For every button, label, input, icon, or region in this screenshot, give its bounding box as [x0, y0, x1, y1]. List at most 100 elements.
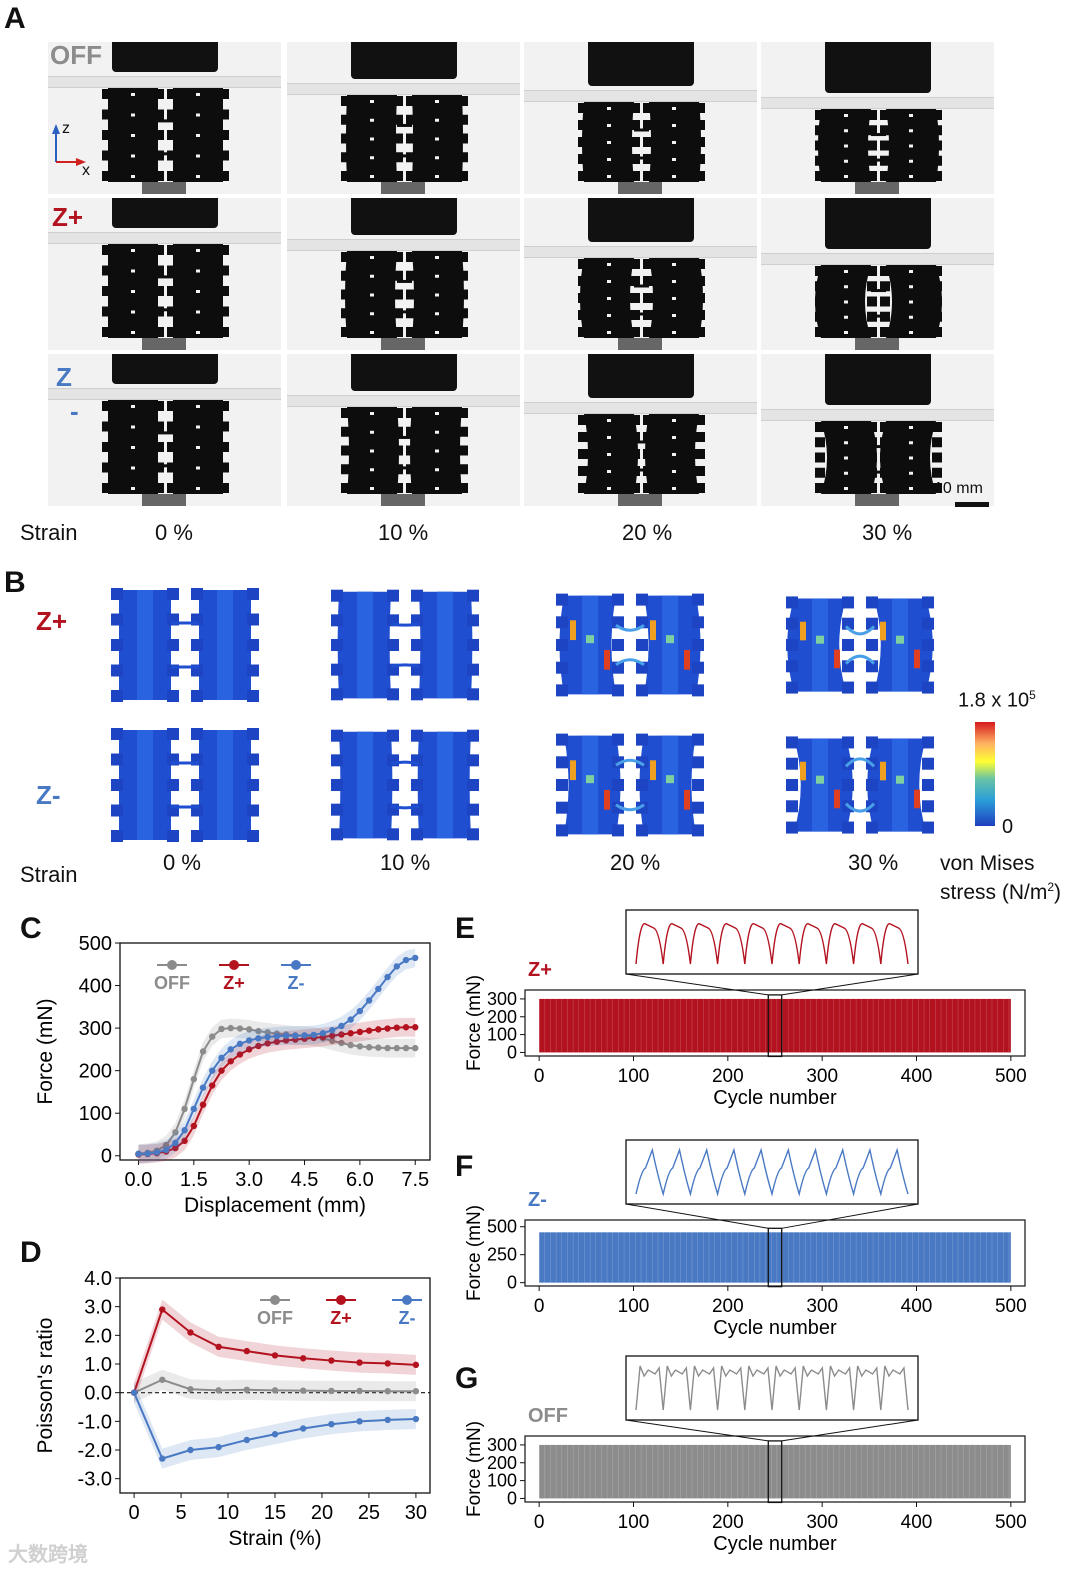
lattice-node	[406, 133, 416, 144]
fem-node	[842, 596, 854, 609]
glass-plate	[48, 232, 281, 244]
data-point	[271, 1387, 279, 1394]
glass-plate	[524, 90, 757, 102]
lattice-gap	[844, 487, 848, 490]
data-point	[255, 1027, 262, 1035]
fem-node	[411, 639, 423, 651]
lattice-node	[406, 327, 416, 337]
lattice-node	[815, 437, 825, 448]
glass-plate	[761, 97, 994, 109]
fem-node	[786, 821, 798, 834]
legend-marker	[291, 960, 301, 970]
lattice-node	[154, 130, 164, 140]
fem-node	[866, 681, 878, 694]
lattice-gap	[131, 487, 135, 490]
lattice-node	[815, 155, 825, 166]
lattice-node	[393, 133, 403, 144]
colorbar-min: 0	[1002, 816, 1014, 838]
base-stand	[381, 338, 425, 350]
lattice-gap	[435, 412, 439, 415]
fem-node	[467, 828, 479, 841]
fem-node	[692, 684, 704, 697]
lattice-node	[630, 120, 640, 130]
x-tick-label: 0	[534, 1512, 545, 1533]
lattice-gap	[844, 175, 848, 178]
fem-node	[331, 754, 343, 767]
lattice-specimen	[341, 95, 468, 182]
fem-node	[247, 728, 259, 740]
fem-node	[331, 663, 343, 676]
lattice-specimen	[102, 88, 229, 182]
y-tick-label: 100	[79, 1103, 112, 1125]
lattice-gap	[370, 449, 374, 453]
lattice-gap	[196, 113, 200, 117]
watermark: 大数跨境	[8, 1544, 88, 1566]
lattice-gap	[844, 456, 848, 460]
fem-column-core	[357, 731, 373, 839]
colorbar-title-1: von Mises	[940, 852, 1035, 875]
lattice-node	[458, 252, 468, 262]
x-tick-label: 10	[217, 1502, 239, 1524]
fem-node	[842, 821, 854, 834]
lattice-gap	[435, 331, 439, 334]
data-point	[328, 1387, 335, 1395]
lattice-node	[630, 449, 640, 459]
legend-marker	[167, 960, 177, 970]
panel-b-strain-30: 30 %	[848, 850, 899, 875]
lattice-gap	[909, 270, 913, 273]
data-point	[384, 973, 391, 981]
fem-column-core	[812, 738, 828, 832]
fem-node	[866, 821, 878, 834]
compression-plate	[825, 198, 931, 249]
fem-node	[331, 779, 343, 791]
lattice-gap	[435, 293, 439, 297]
row-label-zminus-suffix: -	[70, 396, 79, 426]
lattice-node	[102, 265, 112, 276]
fem-map	[786, 596, 934, 694]
lattice-gap	[196, 290, 200, 293]
x-tick-label: 0	[534, 1066, 545, 1087]
lattice-node	[219, 171, 229, 181]
fem-node	[331, 688, 343, 701]
y-axis-label: Force (mN)	[464, 975, 485, 1071]
x-tick-label: 4.5	[291, 1169, 319, 1191]
base-stand	[381, 182, 425, 194]
fem-link	[844, 802, 876, 813]
lattice-node	[643, 449, 653, 459]
legend-label: Z-	[288, 973, 305, 993]
y-tick-label: 0	[101, 1146, 112, 1168]
lattice-node	[167, 442, 177, 452]
fem-node	[111, 613, 123, 626]
x-tick-label: 30	[405, 1502, 427, 1524]
lattice-gap	[909, 456, 913, 460]
lattice-node	[643, 171, 653, 181]
data-point	[384, 1025, 391, 1032]
lattice-node	[458, 483, 468, 493]
fem-hotspot	[570, 760, 576, 781]
fem-link	[390, 622, 420, 627]
lattice-node	[932, 281, 942, 292]
data-point	[172, 1144, 179, 1152]
lattice-node	[341, 464, 351, 475]
fem-node	[556, 824, 568, 837]
compression-plate	[588, 198, 694, 242]
fem-hotspot	[800, 761, 806, 781]
fem-node	[866, 660, 878, 673]
panel-d-label: D	[20, 1236, 42, 1269]
colorbar	[975, 722, 995, 826]
fem-node	[247, 639, 259, 651]
panel-e-label: E	[455, 912, 476, 945]
lattice-node	[867, 422, 877, 432]
fem-node	[387, 589, 399, 602]
specimen-photo	[48, 42, 281, 194]
lattice-node	[154, 109, 164, 120]
lattice-node	[695, 466, 705, 476]
fem-node	[612, 779, 624, 791]
lattice-gap	[909, 175, 913, 178]
lattice-gap	[435, 137, 439, 141]
base-stand	[142, 338, 186, 350]
lattice-node	[341, 408, 351, 418]
fem-node	[111, 664, 123, 677]
lattice-node	[578, 171, 588, 181]
lattice-specimen	[578, 414, 705, 494]
